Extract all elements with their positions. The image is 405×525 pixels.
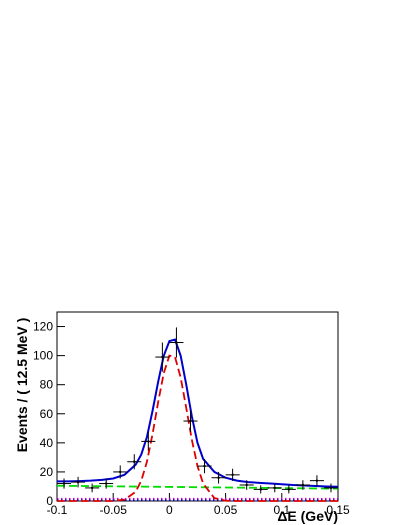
- data-point: [315, 479, 319, 482]
- data-point: [104, 482, 108, 485]
- x-tick-label: 0: [166, 503, 173, 517]
- x-tick-label: 0.15: [326, 503, 350, 517]
- data-point: [119, 470, 122, 474]
- data-point: [76, 480, 80, 484]
- data-point: [329, 486, 333, 490]
- x-axis-label: ΔE (GeV): [277, 508, 338, 524]
- y-tick-label: 20: [40, 465, 54, 479]
- data-point: [217, 476, 220, 479]
- x-tick-label: -0.1: [47, 503, 68, 517]
- x-tick-label: 0.1: [273, 503, 290, 517]
- fit-curve: [57, 338, 339, 488]
- data-point: [133, 460, 136, 463]
- x-tick-label: -0.05: [100, 503, 128, 517]
- data-point: [175, 341, 178, 344]
- data-point: [161, 355, 164, 359]
- y-tick-label: 40: [40, 436, 54, 450]
- y-tick-label: 80: [40, 378, 54, 392]
- data-point: [245, 483, 248, 487]
- y-tick-label: 100: [33, 349, 53, 363]
- data-point: [301, 483, 305, 487]
- data-point: [203, 464, 206, 468]
- y-tick-label: 60: [40, 407, 54, 421]
- y-axis-label: Events / ( 12.5 MeV ): [14, 318, 30, 453]
- plot-frame: [56, 311, 339, 502]
- data-point: [259, 488, 262, 491]
- data-point: [90, 486, 94, 490]
- data-point: [147, 440, 150, 443]
- y-tick-label: 120: [33, 320, 53, 334]
- data-point: [62, 482, 66, 485]
- x-tick-label: 0.05: [214, 503, 238, 517]
- y-tick-label: 0: [46, 494, 53, 508]
- data-point: [189, 419, 192, 423]
- fit-curve: [57, 354, 338, 502]
- fit-curve: [56, 484, 339, 490]
- data-point: [273, 486, 276, 490]
- data-point: [231, 473, 234, 477]
- data-point: [287, 488, 291, 491]
